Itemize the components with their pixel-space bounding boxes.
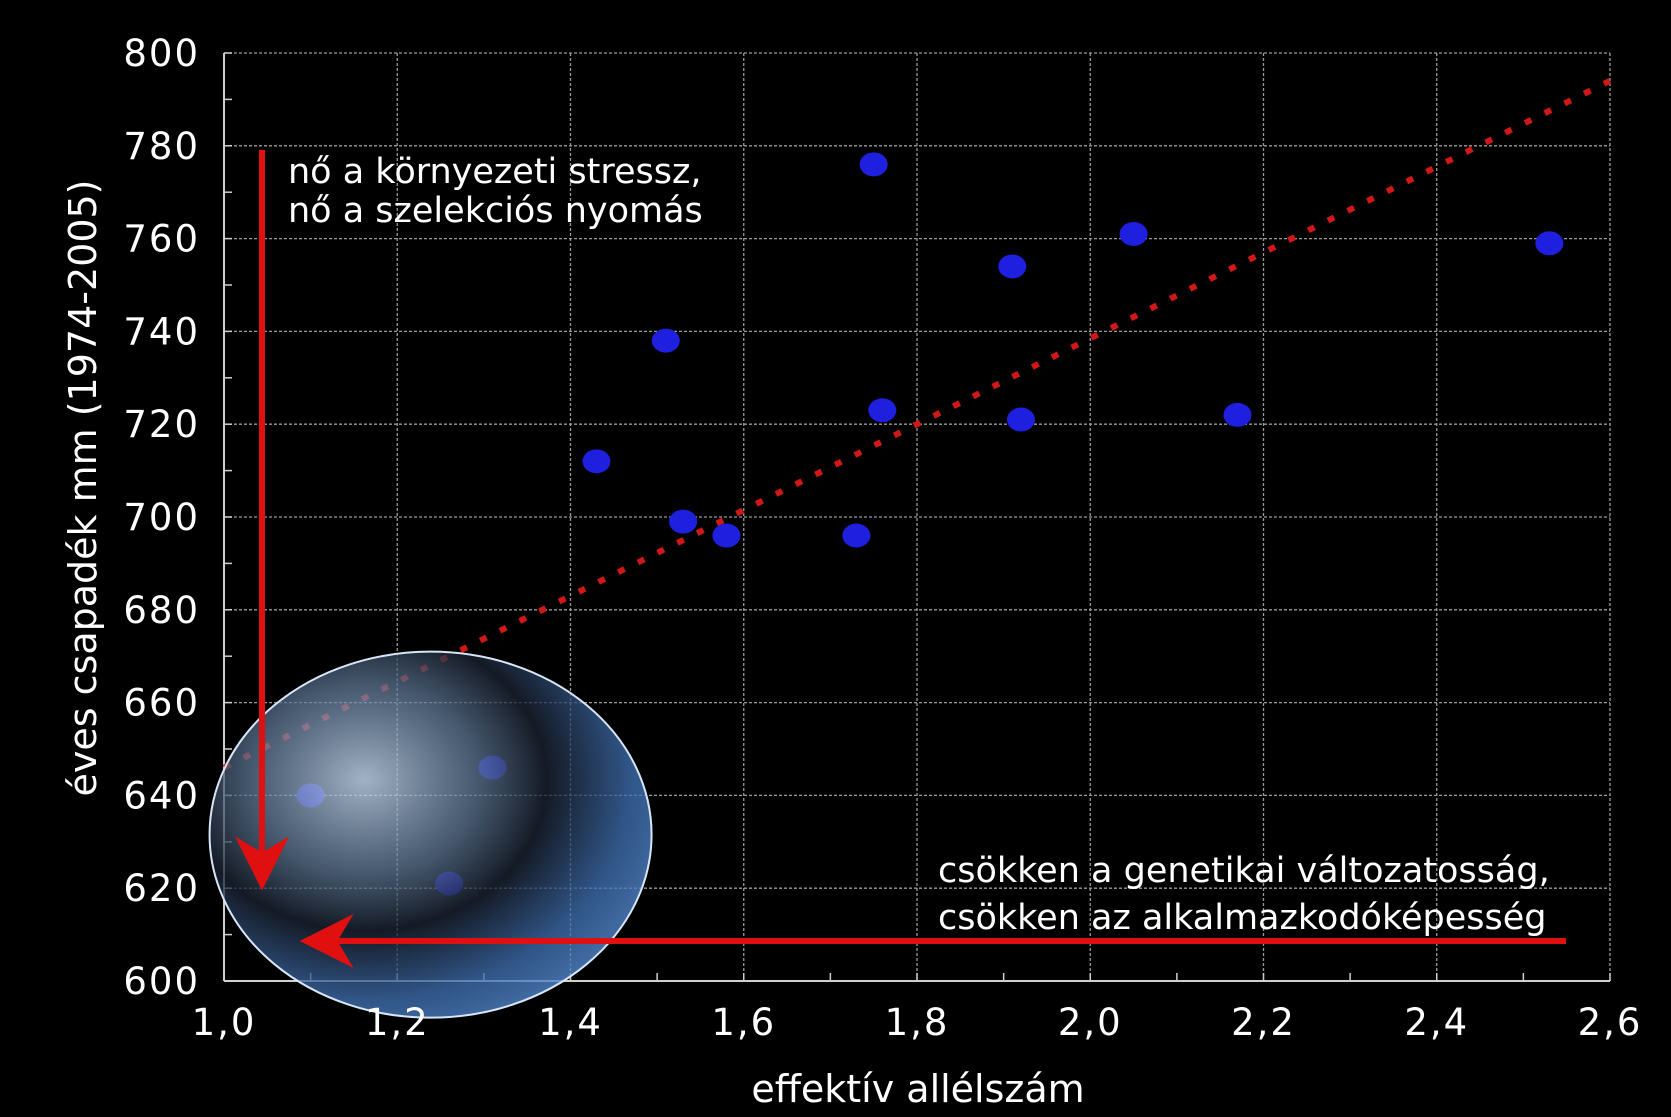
- data-point: [842, 523, 871, 548]
- x-tick-label: 1,4: [538, 1001, 603, 1044]
- x-tick-label: 2,4: [1404, 1001, 1469, 1044]
- trendline-path: [222, 78, 1612, 771]
- y-axis-label: éves csapadék mm (1974-2005): [61, 180, 105, 797]
- y-tick-label: 800: [123, 32, 200, 75]
- x-tick-label: 2,2: [1231, 1001, 1296, 1044]
- x-tick-label: 2,6: [1578, 1001, 1643, 1044]
- data-point: [859, 152, 888, 177]
- data-point: [1119, 221, 1148, 246]
- data-point: [1006, 407, 1035, 432]
- x-tick-label: 1,2: [365, 1001, 430, 1044]
- tick-labels: 1,0 1,2 1,4 1,6 1,8 2,0 2,2 2,4 2,6 600 620 640 660 6…: [123, 32, 1643, 1044]
- arrows: [235, 150, 1566, 968]
- y-tick-label: 600: [123, 960, 200, 1003]
- x-tick-label: 2,0: [1058, 1001, 1123, 1044]
- highlight-ellipse: [208, 650, 653, 1019]
- data-point: [1223, 402, 1252, 427]
- vertical-arrow-annotation-line-2: nő a szelekciós nyomás: [288, 191, 703, 231]
- highlight-bubble: [208, 650, 653, 1019]
- horizontal-arrow-annotation-line-2: csökken az alkalmazkodóképesség: [938, 898, 1546, 938]
- y-tick-label: 640: [123, 774, 200, 817]
- x-axis-label: effektív allélszám: [751, 1067, 1084, 1111]
- y-tick-label: 740: [123, 310, 200, 353]
- x-tick-label: 1,6: [711, 1001, 776, 1044]
- y-tick-label: 760: [123, 218, 200, 261]
- horizontal-arrow-annotation-line-1: csökken a genetikai változatosság,: [938, 851, 1550, 891]
- x-tick-label: 1,8: [885, 1001, 950, 1044]
- data-point: [582, 449, 611, 474]
- data-point: [669, 509, 698, 534]
- trendline: [222, 78, 1612, 771]
- y-tick-label: 680: [123, 589, 200, 632]
- y-tick-label: 660: [123, 682, 200, 725]
- x-tick-label: 1,0: [192, 1001, 257, 1044]
- data-point: [998, 254, 1027, 279]
- y-tick-label: 700: [123, 496, 200, 539]
- y-tick-label: 720: [123, 403, 200, 446]
- data-point: [1535, 231, 1564, 256]
- data-point: [651, 328, 680, 353]
- vertical-arrow-annotation-line-1: nő a környezeti stressz,: [288, 152, 702, 192]
- y-tick-label: 620: [123, 867, 200, 910]
- data-point: [868, 398, 897, 423]
- y-tick-label: 780: [123, 125, 200, 168]
- data-point: [712, 523, 741, 548]
